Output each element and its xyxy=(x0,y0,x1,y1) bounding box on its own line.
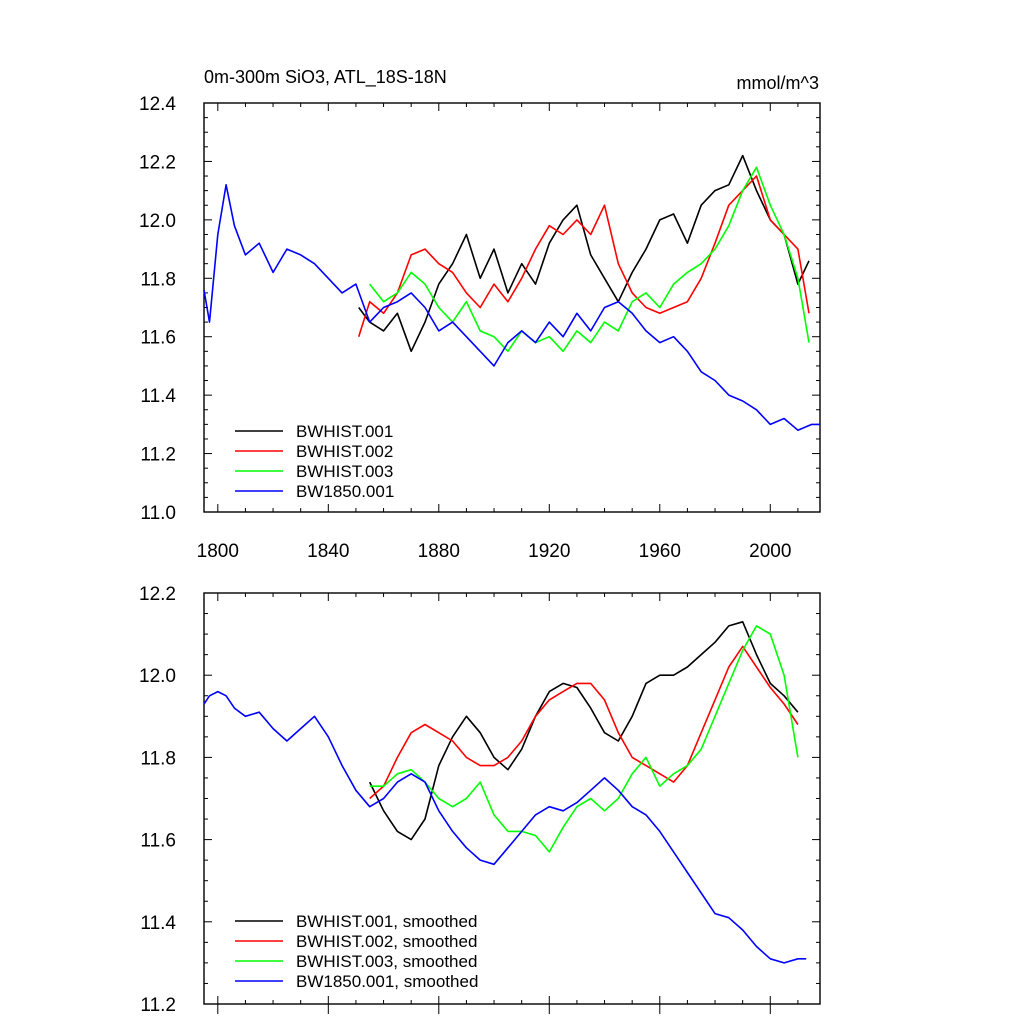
y-tick-label: 12.0 xyxy=(139,211,176,232)
y-tick-label: 11.6 xyxy=(140,831,176,852)
x-tick-label: 1880 xyxy=(418,541,460,562)
y-tick-label: 12.2 xyxy=(139,584,176,605)
legend-label: BWHIST.002 xyxy=(296,442,393,461)
x-tick-label: 1960 xyxy=(639,541,681,562)
x-tick-label: 1840 xyxy=(307,541,349,562)
legend-label: BWHIST.003, smoothed xyxy=(296,952,477,971)
series-line xyxy=(203,690,807,964)
y-tick-label: 11.8 xyxy=(140,748,176,769)
bottom-x-axis xyxy=(217,593,799,1014)
top-y-axis: 11.0 11.2 11.4 11.6 11.8 12.0 12.2 12.4 xyxy=(139,94,820,524)
legend-label: BW1850.001, smoothed xyxy=(296,972,478,991)
y-tick-label: 11.4 xyxy=(140,386,176,407)
y-tick-label: 11.2 xyxy=(140,445,176,466)
legend-label: BWHIST.003 xyxy=(296,462,393,481)
legend-label: BW1850.001 xyxy=(296,482,394,501)
x-tick-label: 1920 xyxy=(528,541,570,562)
y-tick-label: 11.6 xyxy=(140,328,176,349)
series-line xyxy=(369,645,799,800)
y-tick-label: 11.4 xyxy=(140,913,176,934)
series-line xyxy=(368,620,799,841)
bottom-panel: 11.2 11.4 11.6 11.8 12.0 12.2 BWHIST.001, smo… xyxy=(139,584,821,1016)
legend-label: BWHIST.001 xyxy=(296,422,393,441)
legend-label: BWHIST.002, smoothed xyxy=(296,932,477,951)
bottom-y-axis: 11.2 11.4 11.6 11.8 12.0 12.2 xyxy=(139,584,820,1016)
bottom-series-layer xyxy=(203,620,807,964)
x-tick-label: 1800 xyxy=(197,541,239,562)
series-line xyxy=(369,166,810,353)
series-line xyxy=(369,625,799,853)
top-panel: 0m-300m SiO3, ATL_18S-18N mmol/m^3 11.01… xyxy=(139,67,821,562)
series-line xyxy=(357,175,810,337)
y-tick-label: 11.8 xyxy=(140,269,176,290)
top-chart-title: 0m-300m SiO3, ATL_18S-18N xyxy=(204,67,447,88)
x-tick-label: 2000 xyxy=(749,541,791,562)
y-tick-label: 11.0 xyxy=(140,503,176,524)
y-tick-label: 12.2 xyxy=(139,152,176,173)
series-line xyxy=(203,184,820,432)
y-tick-label: 11.2 xyxy=(140,995,176,1016)
y-tick-label: 12.0 xyxy=(139,666,176,687)
y-tick-label: 12.4 xyxy=(139,94,176,115)
series-line xyxy=(358,154,810,353)
top-series-layer xyxy=(203,154,820,432)
top-x-axis: 1800 1840 1880 1920 1960 2000 xyxy=(197,103,799,562)
legend-label: BWHIST.001, smoothed xyxy=(296,912,477,931)
top-chart-units: mmol/m^3 xyxy=(737,73,819,93)
